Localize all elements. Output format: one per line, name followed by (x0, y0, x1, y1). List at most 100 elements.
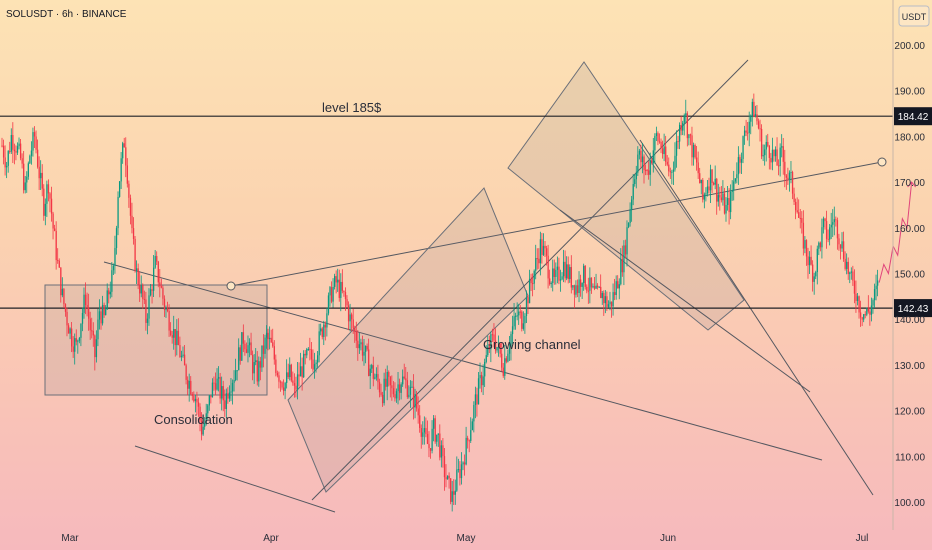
candle-body (666, 161, 668, 165)
candle-body (327, 295, 330, 314)
growing-channel-annotation: Growing channel (483, 337, 581, 352)
candle-body (570, 267, 572, 288)
candle-body (589, 277, 591, 291)
candle-body (360, 342, 362, 345)
candle-body (402, 376, 404, 385)
candle-body (12, 135, 14, 150)
candle-body (276, 372, 279, 376)
candle-body (9, 151, 11, 153)
candle-body (655, 133, 658, 137)
candle-body (111, 270, 113, 292)
candle-body (436, 434, 438, 442)
candle-body (426, 434, 429, 444)
candle-body (694, 145, 696, 158)
y-tick-label: 130.00 (894, 361, 925, 372)
candle-body (132, 228, 135, 239)
candle-body (708, 186, 710, 191)
candle-body (398, 384, 401, 393)
candle-body (522, 323, 525, 329)
candle-body (518, 311, 520, 316)
candle-body (558, 266, 560, 281)
candle-body (510, 334, 512, 348)
candle-body (504, 358, 506, 376)
candle-body (451, 491, 453, 502)
candle-body (493, 334, 495, 341)
candle-body (247, 345, 249, 353)
candle-body (41, 172, 43, 189)
candle-body (2, 145, 5, 158)
candle-body (808, 256, 811, 266)
candle-body (103, 304, 105, 316)
candle-body (207, 405, 209, 414)
candle-body (143, 298, 146, 300)
candle-body (4, 157, 6, 168)
candle-body (122, 143, 124, 159)
candle-body (439, 433, 441, 458)
candle-body (703, 194, 706, 200)
candle-body (682, 122, 684, 131)
candle-body (352, 319, 354, 329)
candle-body (153, 267, 155, 291)
candle-body (852, 271, 854, 281)
candle-body (332, 286, 334, 302)
candle-body (762, 155, 764, 157)
candle-body (532, 283, 534, 285)
candle-body (564, 261, 566, 279)
candle-body (699, 173, 701, 184)
candle-body (734, 178, 736, 182)
candle-body (795, 201, 797, 211)
time-axis[interactable]: Mar Apr May Jun Jul (61, 533, 868, 544)
candle-body (773, 149, 775, 157)
candle-body (491, 334, 494, 336)
candle-body (460, 464, 463, 479)
candle-body (258, 361, 260, 382)
candle-body (326, 313, 328, 328)
candle-body (578, 279, 580, 294)
candle-body (592, 286, 594, 288)
candle-body (515, 315, 517, 317)
candle-body (443, 456, 446, 478)
candle-body (148, 295, 150, 319)
candle-body (719, 194, 721, 198)
candle-body (409, 386, 412, 395)
trendline-start-handle[interactable] (226, 281, 236, 291)
candle-body (634, 179, 636, 185)
candle-body (47, 184, 50, 194)
candle-body (248, 342, 251, 346)
candle-body (355, 331, 357, 341)
candle-body (100, 311, 102, 324)
candle-body (321, 328, 323, 337)
candle-body (139, 284, 141, 294)
candle-body (179, 345, 181, 358)
candle-body (21, 158, 23, 164)
candle-body (388, 372, 390, 377)
candle-body (140, 285, 142, 294)
price-axis[interactable]: 100.00 110.00 120.00 130.00 140.00 150.00 160.… (892, 0, 925, 530)
candle-body (293, 383, 296, 386)
candle-body (49, 193, 51, 199)
candle-body (428, 443, 430, 449)
currency-badge-bg[interactable] (898, 5, 930, 27)
candle-body (864, 314, 866, 316)
candle-body (657, 133, 659, 142)
candle-body (129, 197, 132, 216)
candle-body (269, 337, 271, 340)
candle-body (298, 374, 300, 377)
y-tick-label: 200.00 (894, 41, 925, 52)
candle-body (170, 330, 172, 336)
candle-body (445, 477, 447, 480)
y-tick-label: 100.00 (894, 498, 925, 509)
candle-body (674, 155, 676, 170)
candle-body (67, 325, 70, 334)
currency-badge[interactable]: USDT (902, 12, 927, 22)
candle-body (624, 245, 627, 255)
candle-body (261, 345, 263, 368)
candle-body (566, 264, 568, 279)
trendline-end-handle[interactable] (877, 157, 887, 167)
candle-body (422, 432, 424, 437)
candle-body (651, 160, 653, 163)
candle-body (151, 289, 153, 291)
candle-body (836, 220, 839, 239)
candle-body (134, 238, 136, 271)
candle-body (714, 178, 716, 185)
